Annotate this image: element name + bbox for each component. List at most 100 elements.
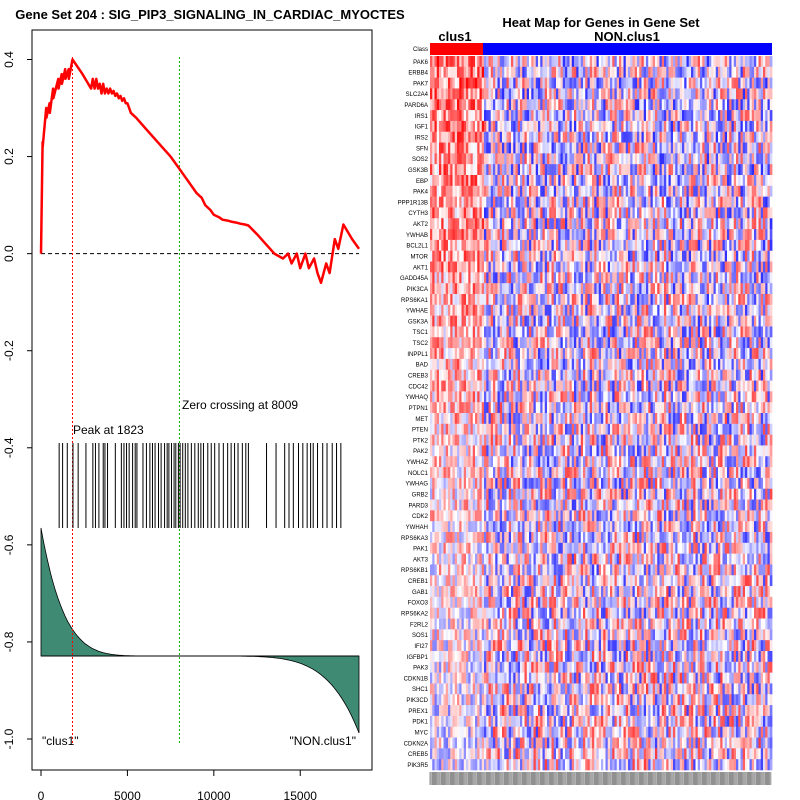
heatmap-cell: [580, 66, 584, 78]
heatmap-cell: [695, 348, 699, 360]
heatmap-cell: [747, 337, 750, 349]
heatmap-cell: [515, 369, 519, 381]
heatmap-cell: [497, 250, 501, 262]
heatmap-cell: [625, 391, 629, 403]
heatmap-cell: [641, 337, 645, 349]
heatmap-cell: [650, 250, 654, 262]
heatmap-cell: [490, 261, 494, 273]
heatmap-cell: [619, 77, 622, 89]
y-tick-label: 0.2: [2, 148, 16, 165]
heatmap-cell: [650, 304, 654, 316]
heatmap-cell: [655, 326, 658, 338]
heatmap-cell: [625, 369, 629, 381]
heatmap-cell: [472, 99, 476, 111]
heatmap-cell: [565, 110, 568, 122]
heatmap-cell: [729, 218, 732, 230]
heatmap-cell: [463, 380, 467, 392]
heatmap-cell: [553, 164, 557, 176]
heatmap-cell: [722, 153, 726, 165]
heatmap-cell: [580, 391, 584, 403]
heatmap-cell: [452, 142, 456, 154]
heatmap-cell: [499, 261, 503, 273]
heatmap-cell: [702, 391, 705, 403]
heatmap-cell: [630, 272, 633, 284]
heatmap-cell: [452, 131, 456, 143]
heatmap-cell: [587, 66, 591, 78]
heatmap-cell: [711, 304, 714, 316]
heatmap-cell: [497, 304, 501, 316]
heatmap-cell: [475, 380, 478, 392]
heatmap-cell: [749, 283, 753, 295]
heatmap-cell: [443, 261, 447, 273]
heatmap-cell: [551, 131, 555, 143]
heatmap-cell: [727, 99, 730, 111]
heatmap-cell: [583, 207, 586, 219]
heatmap-cell: [709, 175, 712, 187]
heatmap-cell: [700, 272, 703, 284]
heatmap-cell: [542, 380, 546, 392]
heatmap-cell: [468, 164, 471, 176]
heatmap-cell: [619, 239, 622, 252]
heatmap-cell: [673, 239, 676, 252]
heatmap-cell: [475, 358, 478, 371]
heatmap-cell: [742, 164, 746, 176]
heatmap-cell: [547, 348, 550, 360]
heatmap-cell: [432, 261, 435, 273]
heatmap-cell: [511, 315, 514, 327]
heatmap-cell: [655, 229, 658, 241]
heatmap-cell: [695, 261, 699, 273]
heatmap-cell: [526, 369, 530, 381]
heatmap-cell: [659, 207, 663, 219]
heatmap-cell: [497, 120, 501, 133]
heatmap-cell: [531, 153, 534, 165]
heatmap-cell: [673, 99, 676, 111]
heatmap-cell: [650, 196, 654, 208]
ranked-metric-area: [40, 527, 360, 734]
heatmap-cell: [738, 261, 741, 273]
heatmap-cell: [749, 239, 753, 252]
heatmap-cell: [583, 283, 586, 295]
heatmap-cell: [754, 283, 757, 295]
heatmap-cell: [598, 391, 602, 403]
heatmap-cell: [724, 175, 728, 187]
heatmap-cell: [724, 304, 728, 316]
heatmap-cell: [445, 369, 449, 381]
heatmap-cell: [603, 261, 606, 273]
heatmap-cell: [517, 229, 521, 241]
heatmap-cell: [641, 239, 645, 252]
heatmap-cell: [760, 337, 764, 349]
heatmap-cell: [628, 153, 631, 165]
x-tick-label: 10000: [197, 789, 231, 800]
heatmap-cell: [632, 348, 636, 360]
heatmap-cell: [484, 283, 487, 295]
heatmap-cell: [562, 207, 566, 219]
heatmap-cell: [488, 175, 492, 187]
heatmap-cell: [765, 196, 768, 208]
heatmap-cell: [547, 56, 550, 68]
heatmap-cell: [598, 348, 602, 360]
heatmap-cell: [639, 66, 642, 78]
heatmap-cell: [661, 207, 665, 219]
heatmap-cell: [524, 131, 528, 143]
heatmap-cell: [553, 77, 557, 89]
heatmap-cell: [436, 369, 440, 381]
heatmap-cell: [614, 56, 618, 68]
heatmap-cell: [664, 380, 667, 392]
heatmap-cell: [749, 218, 753, 230]
heatmap-cell: [567, 77, 570, 89]
heatmap-cell: [490, 164, 494, 176]
heatmap-cell: [688, 358, 692, 371]
heatmap-cell: [565, 131, 568, 143]
heatmap-cell: [589, 315, 593, 327]
heatmap-cell: [587, 77, 591, 89]
heatmap-cell: [526, 348, 530, 360]
heatmap-cell: [675, 380, 678, 392]
heatmap-cell: [565, 229, 568, 241]
heatmap-cell: [675, 153, 678, 165]
heatmap-cell: [763, 196, 766, 208]
heatmap-cell: [675, 348, 678, 360]
heatmap-cell: [733, 99, 737, 111]
heatmap-cell: [524, 196, 528, 208]
heatmap-cell: [727, 272, 730, 284]
heatmap-cell: [529, 207, 532, 219]
